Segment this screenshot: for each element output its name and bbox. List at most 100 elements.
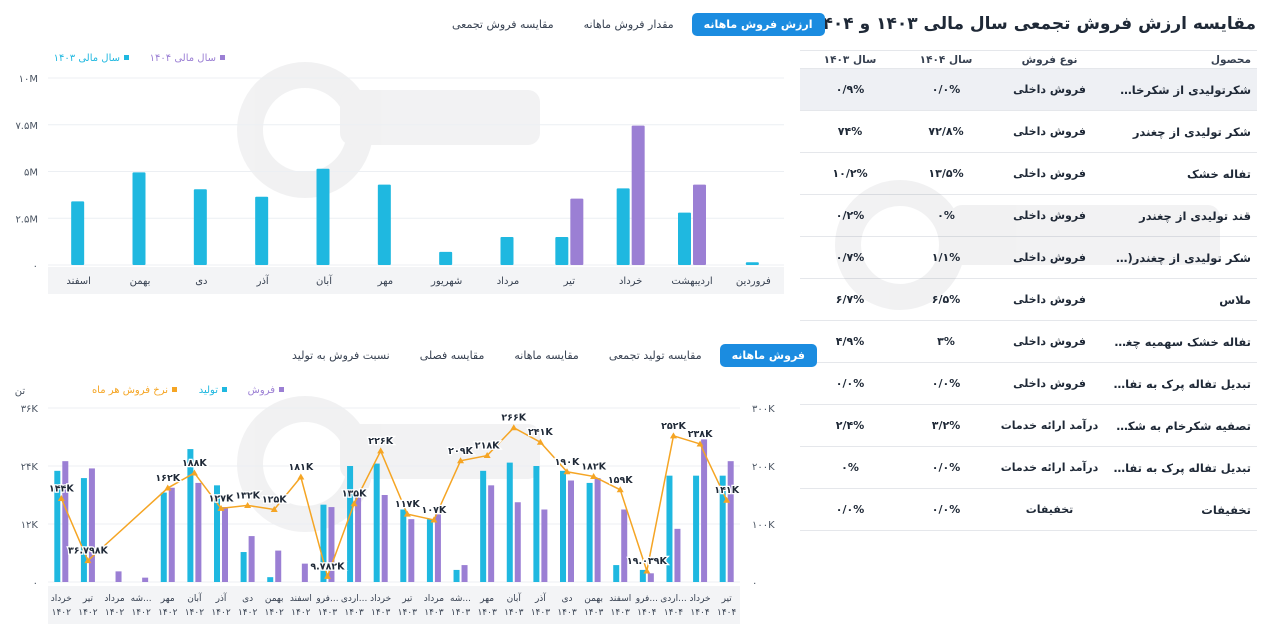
bar-production[interactable] — [586, 482, 593, 582]
bar-sales[interactable] — [701, 439, 708, 582]
rate-point-marker[interactable] — [483, 452, 491, 459]
table-row[interactable]: تصفیه شکرخام به شکر سفید (کار...درآمد ار… — [800, 404, 1257, 447]
bar-production[interactable] — [267, 577, 274, 582]
bar-sales[interactable] — [88, 468, 95, 582]
bar-production[interactable] — [426, 519, 433, 582]
bar-production[interactable] — [240, 552, 247, 582]
bar-production[interactable] — [80, 478, 87, 582]
bar-production[interactable] — [613, 565, 620, 582]
bar-production[interactable] — [187, 449, 194, 582]
bar-1403[interactable] — [193, 189, 207, 265]
bar-production[interactable] — [214, 485, 220, 582]
bar-production[interactable] — [373, 463, 380, 582]
column-header-year-1404[interactable]: سال ۱۴۰۴ — [900, 50, 992, 69]
bar-sales[interactable] — [355, 495, 362, 582]
bar-sales[interactable] — [408, 519, 415, 582]
rate-point-marker[interactable] — [377, 447, 385, 454]
rate-point-marker[interactable] — [350, 500, 358, 507]
rate-point-marker[interactable] — [563, 468, 571, 475]
bar-production[interactable] — [54, 470, 61, 582]
column-header-product[interactable]: محصول — [1107, 50, 1257, 69]
bar-production[interactable] — [160, 492, 167, 582]
rate-point-marker[interactable] — [643, 567, 651, 574]
rate-point-marker[interactable] — [616, 486, 624, 493]
tab-cumulative-production[interactable]: مقایسه تولید تجمعی — [608, 349, 702, 362]
bar-sales[interactable] — [434, 514, 441, 582]
table-row[interactable]: تبدیل تفاله پرک به تفاله خشکدرآمد ارائه … — [800, 446, 1257, 489]
bar-production[interactable] — [400, 509, 407, 583]
bar-sales[interactable] — [568, 480, 574, 583]
rate-point-marker[interactable] — [590, 472, 598, 479]
rate-point-marker[interactable] — [723, 496, 731, 503]
bar-1403[interactable] — [745, 262, 759, 265]
rate-point-marker[interactable] — [669, 432, 677, 439]
tab-monthly-sales-quantity[interactable]: مقدار فروش ماهانه — [583, 18, 674, 31]
column-header-year-1403[interactable]: سال ۱۴۰۳ — [800, 50, 900, 69]
bar-1403[interactable] — [377, 184, 391, 265]
bar-sales[interactable] — [514, 502, 521, 582]
bar-1404[interactable] — [693, 184, 706, 265]
rate-point-marker[interactable] — [510, 424, 518, 431]
tab-monthly-sales[interactable]: فروش ماهانه — [719, 344, 817, 367]
rate-point-marker[interactable] — [217, 504, 225, 511]
table-row[interactable]: تفاله خشک سهمیه چغندرکارانفروش داخلی۳%۴/… — [800, 320, 1257, 363]
rate-point-marker[interactable] — [430, 516, 438, 523]
bar-sales[interactable] — [594, 478, 601, 582]
table-row[interactable]: قند تولیدی از چغندر فروش داخلی ۰% ۰/۲% — [800, 194, 1257, 237]
bar-sales[interactable] — [381, 495, 388, 582]
bar-1403[interactable] — [132, 172, 146, 265]
table-row[interactable]: شکر تولیدی از چغندر(سهمیه چغنـ...فروش دا… — [800, 236, 1257, 279]
table-row[interactable]: شکرتولیدی از شکرخام خریداریفروش داخلی۰/۰… — [800, 68, 1257, 111]
bar-sales[interactable] — [328, 507, 335, 582]
bar-production[interactable] — [719, 475, 726, 582]
table-row[interactable]: شکر تولیدی از چغندر فروش داخلی ۷۲/۸% ۷۴% — [800, 110, 1257, 153]
rate-point-marker[interactable] — [244, 501, 252, 508]
rate-point-marker[interactable] — [297, 473, 305, 480]
tab-monthly-comparison[interactable]: مقایسه ماهانه — [514, 349, 579, 362]
rate-point-marker[interactable] — [164, 484, 172, 491]
bar-1403[interactable] — [71, 201, 85, 265]
bar-1404[interactable] — [570, 198, 584, 265]
bar-1403[interactable] — [255, 196, 269, 265]
bar-sales[interactable] — [461, 565, 468, 582]
bar-sales[interactable] — [674, 528, 681, 582]
bar-1403[interactable] — [555, 236, 569, 265]
bar-sales[interactable] — [275, 550, 282, 582]
bar-sales[interactable] — [301, 563, 308, 582]
bar-production[interactable] — [666, 475, 673, 582]
bar-production[interactable] — [320, 504, 327, 582]
bar-1403[interactable] — [678, 212, 691, 265]
bar-production[interactable] — [453, 569, 460, 582]
rate-point-marker[interactable] — [57, 494, 65, 501]
bar-sales[interactable] — [621, 509, 628, 583]
bar-sales[interactable] — [727, 461, 734, 582]
bar-sales[interactable] — [222, 507, 228, 582]
bar-sales[interactable] — [647, 573, 654, 582]
rate-point-marker[interactable] — [536, 438, 544, 445]
rate-point-marker[interactable] — [696, 440, 704, 447]
bar-1403[interactable] — [616, 188, 630, 265]
bar-sales[interactable] — [62, 461, 69, 582]
bar-production[interactable] — [506, 462, 513, 582]
table-row[interactable]: تخفیفات تخفیفات ۰/۰% ۰/۰% — [800, 488, 1257, 531]
bar-sales[interactable] — [488, 485, 495, 582]
bar-1403[interactable] — [439, 251, 453, 265]
bar-production[interactable] — [347, 466, 354, 582]
bar-production[interactable] — [480, 470, 487, 582]
bar-sales[interactable] — [248, 536, 255, 582]
bar-production[interactable] — [693, 475, 700, 582]
rate-point-marker[interactable] — [84, 557, 92, 564]
table-row[interactable]: تفاله خشک فروش داخلی ۱۳/۵% ۱۰/۲% — [800, 152, 1257, 195]
bar-1403[interactable] — [316, 168, 330, 265]
column-header-sale-type[interactable]: نوع فروش — [992, 50, 1107, 69]
bar-1403[interactable] — [500, 236, 514, 265]
bar-production[interactable] — [533, 466, 540, 582]
bar-1404[interactable] — [631, 125, 645, 265]
bar-sales[interactable] — [168, 487, 175, 582]
rate-point-marker[interactable] — [270, 506, 278, 512]
rate-point-marker[interactable] — [190, 469, 198, 476]
table-row[interactable]: ملاس فروش داخلی ۶/۵% ۶/۷% — [800, 278, 1257, 321]
tab-seasonal-comparison[interactable]: مقایسه فصلی — [419, 349, 485, 362]
bar-sales[interactable] — [541, 509, 548, 583]
